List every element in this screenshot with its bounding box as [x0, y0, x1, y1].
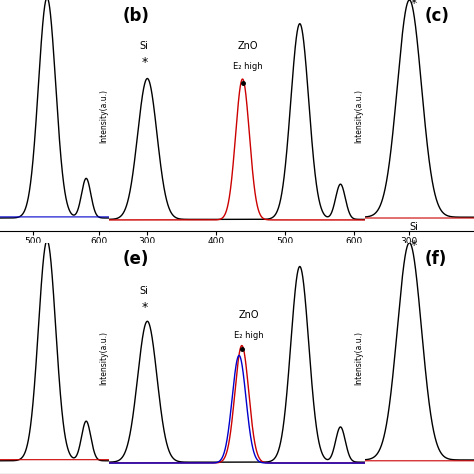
- Y-axis label: Intensity(a.u.): Intensity(a.u.): [354, 331, 363, 385]
- Y-axis label: Intensity(a.u.): Intensity(a.u.): [354, 89, 363, 143]
- Text: *: *: [142, 301, 148, 314]
- Text: ZnO: ZnO: [238, 310, 259, 320]
- Text: (b): (b): [122, 7, 149, 25]
- Text: E₂ high: E₂ high: [234, 331, 264, 340]
- X-axis label: cm⁻¹): cm⁻¹): [42, 247, 67, 256]
- Text: (c): (c): [425, 7, 450, 25]
- Text: *: *: [410, 0, 417, 9]
- Text: Si: Si: [139, 41, 148, 51]
- Text: Si: Si: [139, 286, 148, 296]
- Y-axis label: Intensity(a.u.): Intensity(a.u.): [99, 331, 108, 385]
- Y-axis label: Intensity(a.u.): Intensity(a.u.): [99, 89, 108, 143]
- Text: Si: Si: [409, 221, 418, 232]
- Text: (f): (f): [425, 250, 447, 268]
- X-axis label: Raman Shift (cm⁻¹): Raman Shift (cm⁻¹): [190, 247, 284, 257]
- Text: *: *: [142, 55, 148, 69]
- Text: *: *: [410, 239, 417, 252]
- Text: E₂ high: E₂ high: [233, 62, 263, 71]
- Text: ZnO: ZnO: [238, 41, 258, 51]
- Text: (e): (e): [122, 250, 148, 268]
